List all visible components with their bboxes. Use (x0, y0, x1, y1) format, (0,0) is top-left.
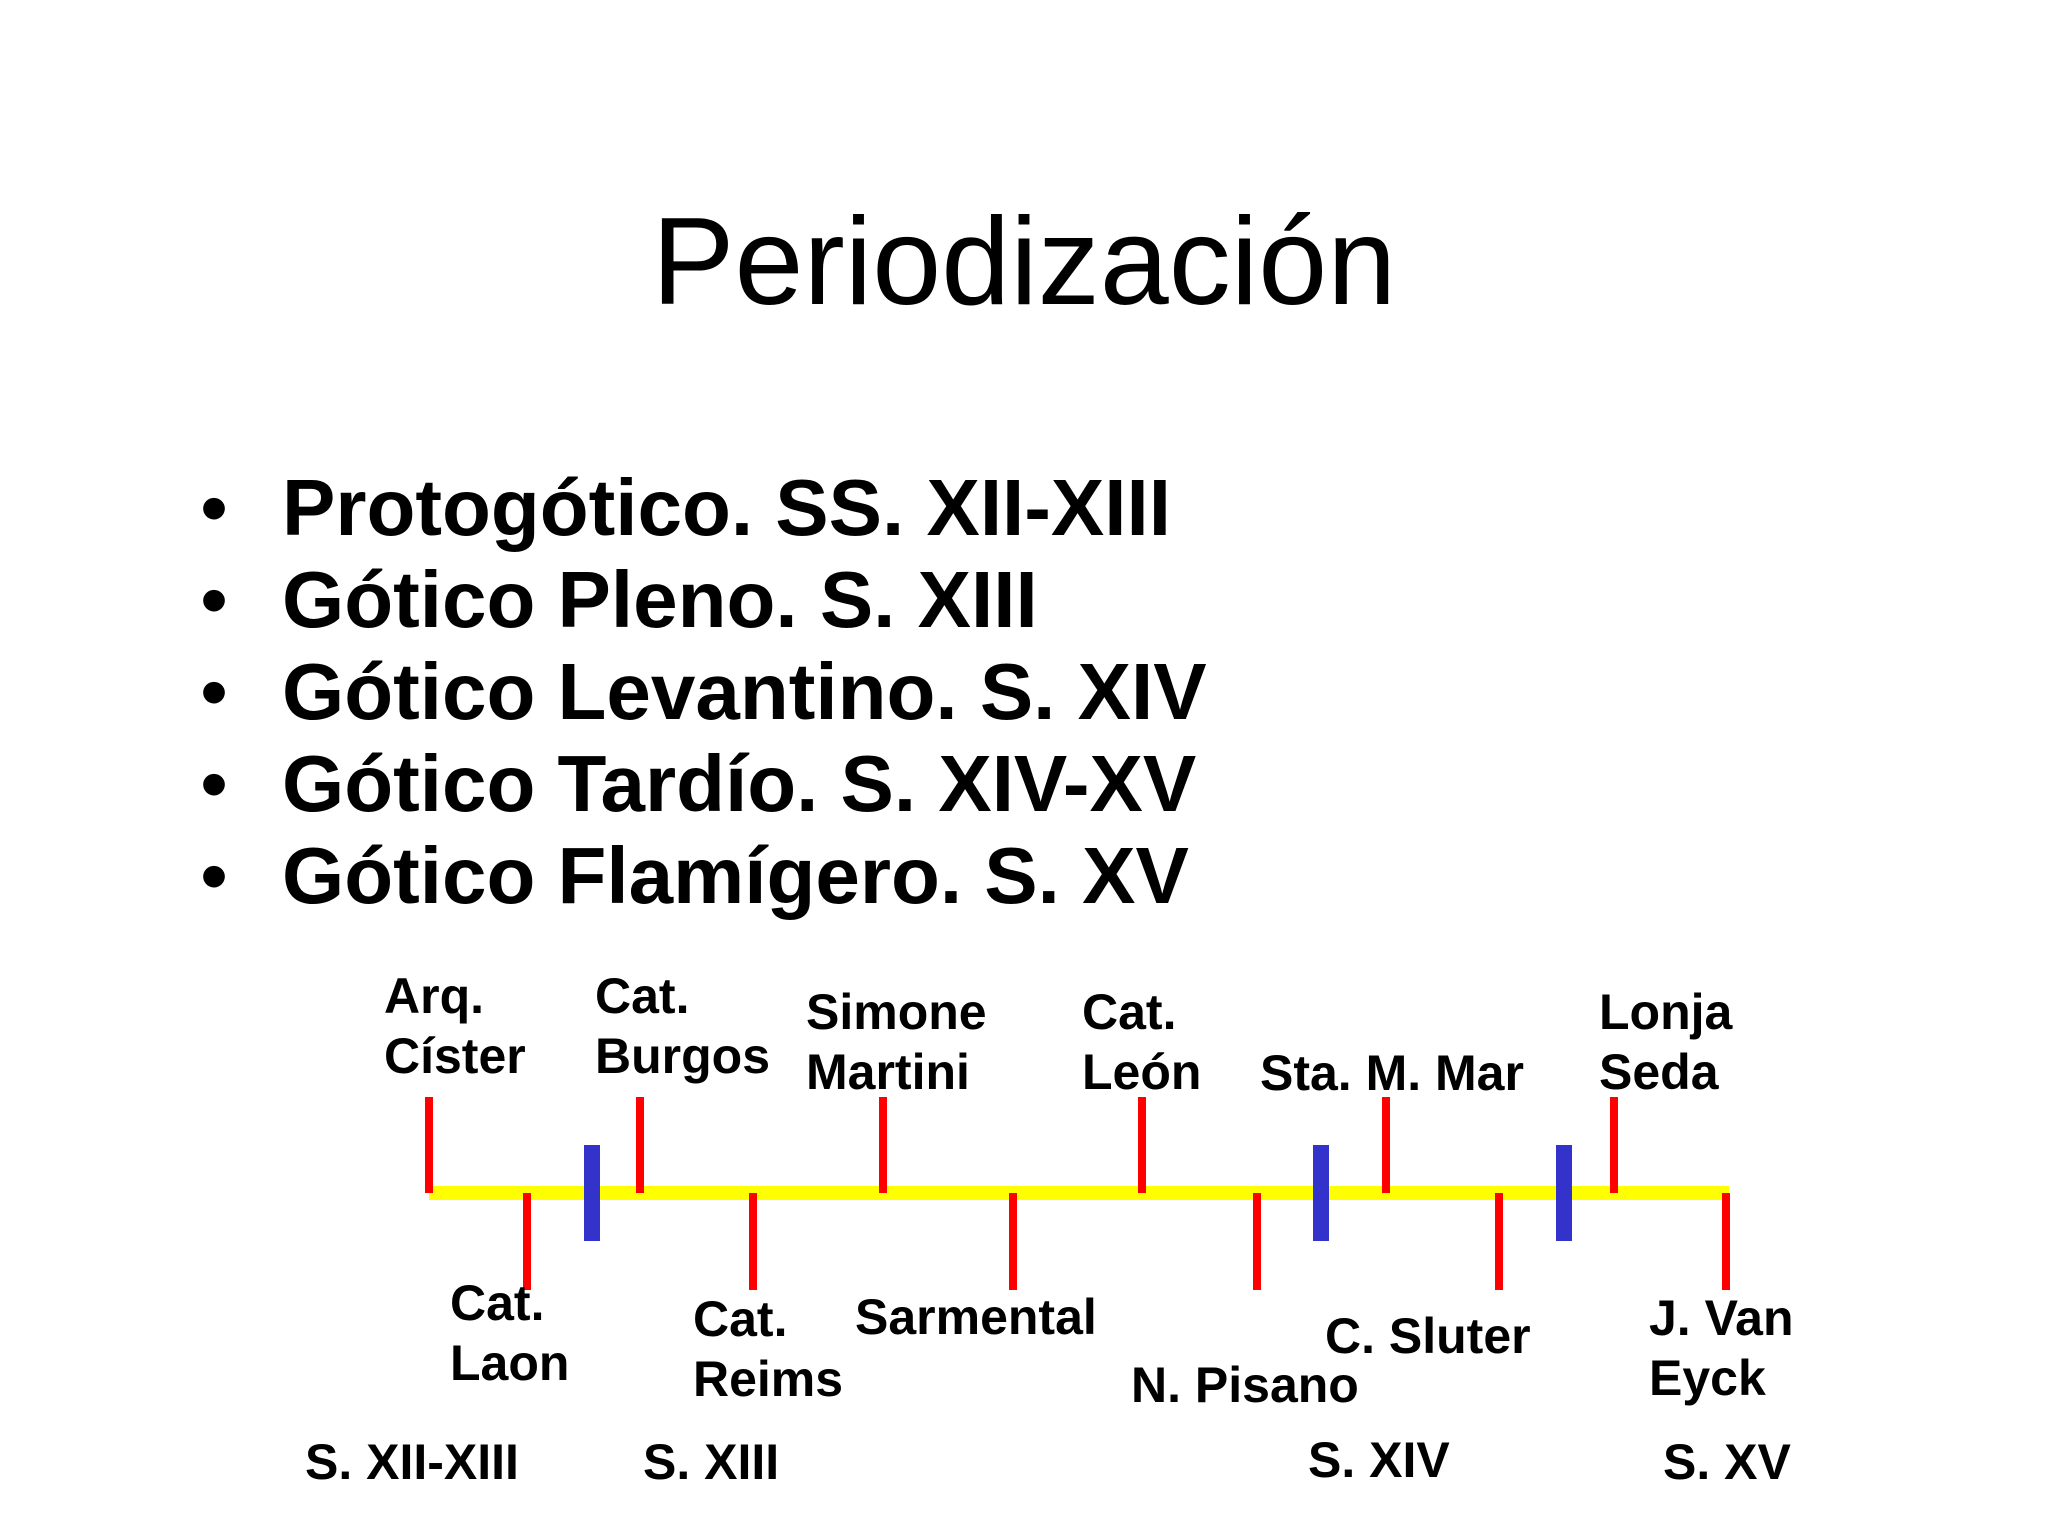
bullet-icon: • (200, 831, 229, 920)
bullet-icon: • (200, 555, 229, 644)
event-label-line: Laon (450, 1335, 570, 1391)
event-label-n-pisano: N. Pisano (1131, 1355, 1359, 1415)
period-label: Gótico Pleno. S. XIII (282, 555, 1038, 644)
event-label-line: Lonja (1599, 984, 1733, 1040)
event-label-line: Reims (693, 1351, 844, 1407)
event-label-line: C. Sluter (1325, 1308, 1531, 1364)
event-label-sarmental: Sarmental (855, 1287, 1097, 1347)
event-label-c-sluter: C. Sluter (1325, 1306, 1531, 1366)
event-label-line: Cat. (450, 1275, 545, 1331)
event-label-cat-laon: Cat. Laon (450, 1273, 569, 1393)
period-divider (1313, 1145, 1329, 1241)
period-label: Gótico Tardío. S. XIV-XV (282, 739, 1197, 828)
bullet-icon: • (200, 647, 229, 736)
event-label-cat-leon: Cat. León (1082, 982, 1201, 1102)
event-label-arq-cister: Arq. Císter (384, 966, 526, 1086)
event-label-line: Arq. (384, 968, 484, 1024)
event-label-sta-m-mar: Sta. M. Mar (1260, 1043, 1524, 1103)
event-label-line: Sarmental (855, 1289, 1097, 1345)
event-label-line: Císter (384, 1028, 526, 1084)
period-label: Gótico Flamígero. S. XV (282, 831, 1189, 920)
event-label-line: Sta. M. Mar (1260, 1045, 1524, 1101)
bullet-icon: • (200, 463, 229, 552)
slide-title: Periodización (651, 193, 1397, 331)
period-divider (584, 1145, 600, 1241)
period-label-xii-xiii: S. XII-XIII (305, 1434, 519, 1490)
event-label-line: Seda (1599, 1044, 1719, 1100)
event-label-line: Eyck (1649, 1350, 1766, 1406)
event-label-line: N. Pisano (1131, 1357, 1359, 1413)
event-label-line: Martini (806, 1044, 970, 1100)
event-label-line: Simone (806, 984, 987, 1040)
event-label-line: Cat. (693, 1291, 788, 1347)
event-label-lonja-seda: Lonja Seda (1599, 982, 1732, 1102)
event-label-line: Cat. (595, 968, 690, 1024)
period-label-xiv: S. XIV (1308, 1432, 1450, 1488)
period-label-xiii: S. XIII (643, 1434, 780, 1490)
event-label-line: J. Van (1649, 1290, 1794, 1346)
period-label-xv: S. XV (1663, 1434, 1791, 1490)
event-label-j-van-eyck: J. Van Eyck (1649, 1288, 1794, 1408)
bullet-icon: • (200, 739, 229, 828)
event-label-line: Burgos (595, 1028, 770, 1084)
event-label-cat-burgos: Cat. Burgos (595, 966, 770, 1086)
event-label-line: Cat. (1082, 984, 1177, 1040)
event-label-line: León (1082, 1044, 1202, 1100)
period-label: Gótico Levantino. S. XIV (282, 647, 1207, 736)
period-label: Protogótico. SS. XII-XIII (282, 463, 1171, 552)
event-label-cat-reims: Cat. Reims (693, 1289, 843, 1409)
period-divider (1556, 1145, 1572, 1241)
event-label-simone-martini: Simone Martini (806, 982, 987, 1102)
